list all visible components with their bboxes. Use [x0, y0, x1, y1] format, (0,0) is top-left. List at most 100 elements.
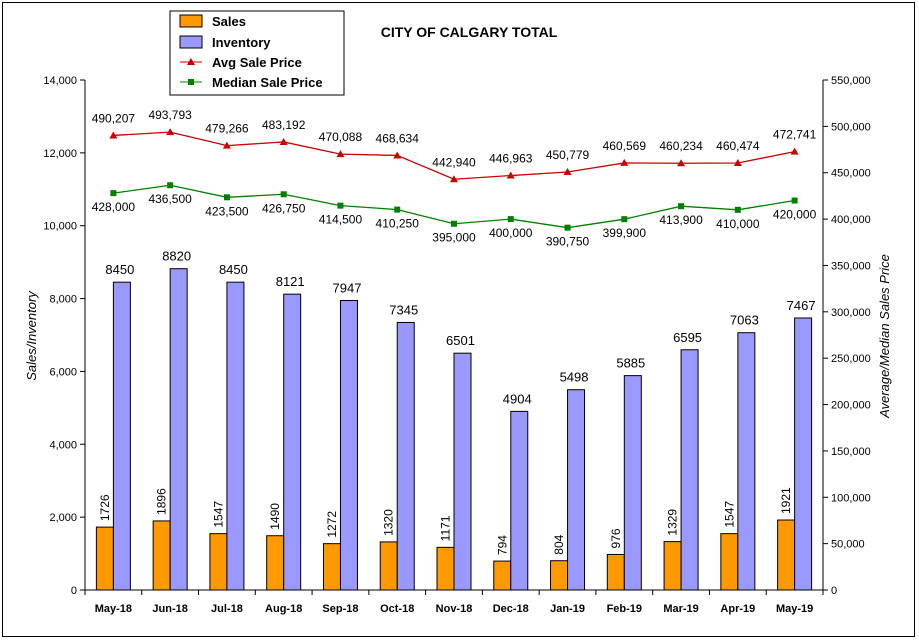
median-price-data-label: 428,000 — [92, 200, 136, 214]
median-price-marker — [734, 206, 741, 213]
legend-avg-marker — [187, 58, 195, 65]
y-tick-label: 12,000 — [43, 148, 77, 160]
sales-bar — [266, 535, 285, 591]
y-tick-label: 14,000 — [43, 75, 77, 87]
legend-median-marker — [188, 79, 194, 85]
sales-data-label: 804 — [552, 534, 566, 554]
avg-price-data-label: 472,741 — [773, 128, 817, 142]
sales-data-label: 1490 — [268, 503, 282, 530]
avg-price-data-label: 460,569 — [603, 139, 647, 153]
inventory-bar — [396, 321, 415, 591]
y-tick-label: 4,000 — [49, 439, 77, 451]
y-axis-label: Sales/Inventory — [24, 290, 39, 381]
avg-price-marker — [506, 171, 515, 179]
axes-layer: 0 2,000 4,000 6,000 8,000 10,000 12,000 14,000 0… — [43, 75, 870, 615]
avg-price-marker — [450, 175, 458, 183]
legend-inventory-swatch — [179, 35, 203, 49]
inventory-data-label: 7467 — [787, 298, 816, 313]
y2-tick-label: 500,000 — [831, 121, 871, 133]
avg-price-marker — [279, 137, 288, 145]
y2-tick-label: 0 — [831, 585, 837, 597]
median-price-marker — [507, 216, 514, 223]
avg-price-data-label: 479,266 — [205, 122, 249, 136]
sales-data-label: 1171 — [439, 515, 453, 541]
inventory-bar — [623, 375, 642, 591]
legend-median-label: Median Sale Price — [212, 75, 323, 90]
median-price-data-label: 410,250 — [376, 217, 420, 231]
sales-data-label: 1329 — [666, 509, 680, 536]
sales-data-label: 1921 — [779, 487, 793, 514]
avg-price-marker — [563, 168, 572, 176]
sales-bar — [663, 541, 682, 591]
inventory-data-label: 8450 — [219, 262, 248, 277]
sales-bar — [95, 526, 114, 591]
y2-axis-label: Average/Median Sales Price — [877, 254, 892, 419]
avg-price-data-label: 460,474 — [716, 139, 760, 153]
median-price-data-label: 400,000 — [489, 226, 533, 240]
sales-data-label: 1272 — [325, 511, 339, 538]
avg-price-data-label: 470,088 — [319, 130, 363, 144]
y2-tick-label: 250,000 — [831, 353, 871, 365]
inventory-data-label: 5885 — [616, 356, 645, 371]
median-price-data-label: 390,750 — [546, 235, 590, 249]
sales-bar — [152, 520, 171, 591]
x-tick-label: May-18 — [95, 603, 132, 615]
y2-tick-label: 550,000 — [831, 75, 871, 87]
x-tick-label: Jul-18 — [211, 603, 243, 615]
median-price-marker — [337, 202, 344, 209]
avg-price-data-label: 442,940 — [432, 155, 476, 169]
y2-tick-label: 350,000 — [831, 260, 871, 272]
sales-data-label: 1547 — [211, 501, 225, 528]
sales-data-label: 794 — [495, 535, 509, 555]
avg-price-marker — [620, 158, 629, 166]
inventory-bar — [226, 281, 245, 591]
inventory-data-label: 7063 — [730, 313, 759, 328]
inventory-data-label: 8450 — [105, 262, 134, 277]
y-tick-label: 10,000 — [43, 221, 77, 233]
median-price-marker — [110, 190, 117, 197]
sales-bar — [550, 560, 569, 591]
sales-bar — [720, 533, 739, 591]
y2-tick-label: 450,000 — [831, 168, 871, 180]
y-tick-label: 8,000 — [49, 294, 77, 306]
inventory-bar — [680, 349, 699, 591]
sales-bar — [209, 533, 228, 591]
median-price-marker — [451, 220, 457, 227]
inventory-data-label: 6595 — [673, 330, 702, 345]
inventory-data-label: 6501 — [446, 333, 475, 348]
x-tick-label: Nov-18 — [436, 603, 473, 615]
avg-price-marker — [166, 128, 175, 136]
x-tick-label: Aug-18 — [265, 603, 302, 615]
sales-data-label: 1896 — [155, 488, 169, 515]
avg-price-data-label: 490,207 — [92, 111, 136, 125]
y2-tick-label: 50,000 — [831, 539, 865, 551]
sales-bar — [322, 543, 341, 591]
x-tick-label: Feb-19 — [607, 603, 642, 615]
x-tick-label: May-19 — [776, 603, 813, 615]
inventory-data-label: 7345 — [389, 302, 418, 317]
median-price-data-label: 420,000 — [773, 208, 817, 222]
avg-price-data-label: 460,234 — [659, 139, 703, 153]
y2-tick-label: 200,000 — [831, 400, 871, 412]
sales-bar — [379, 541, 398, 591]
x-tick-label: Jun-18 — [152, 603, 187, 615]
inventory-data-label: 8820 — [162, 249, 191, 264]
legend-inventory-label: Inventory — [212, 35, 271, 50]
legend-avg-label: Avg Sale Price — [212, 55, 302, 70]
y-tick-label: 2,000 — [49, 512, 77, 524]
median-price-data-label: 423,500 — [205, 204, 249, 218]
x-tick-label: Apr-19 — [720, 603, 755, 615]
median-price-marker — [564, 224, 571, 231]
chart-title: CITY OF CALGARY TOTAL — [381, 24, 558, 40]
inventory-bar — [567, 389, 586, 591]
inventory-data-label: 4904 — [503, 391, 532, 406]
median-price-marker — [223, 194, 230, 201]
avg-price-marker — [677, 159, 686, 167]
inventory-bar — [169, 268, 188, 591]
inventory-bar — [283, 293, 302, 591]
x-tick-label: Jan-19 — [550, 603, 585, 615]
median-price-data-label: 395,000 — [432, 231, 476, 245]
avg-price-marker — [336, 150, 345, 158]
median-price-data-label: 426,750 — [262, 201, 306, 215]
sales-data-label: 1320 — [382, 509, 396, 536]
